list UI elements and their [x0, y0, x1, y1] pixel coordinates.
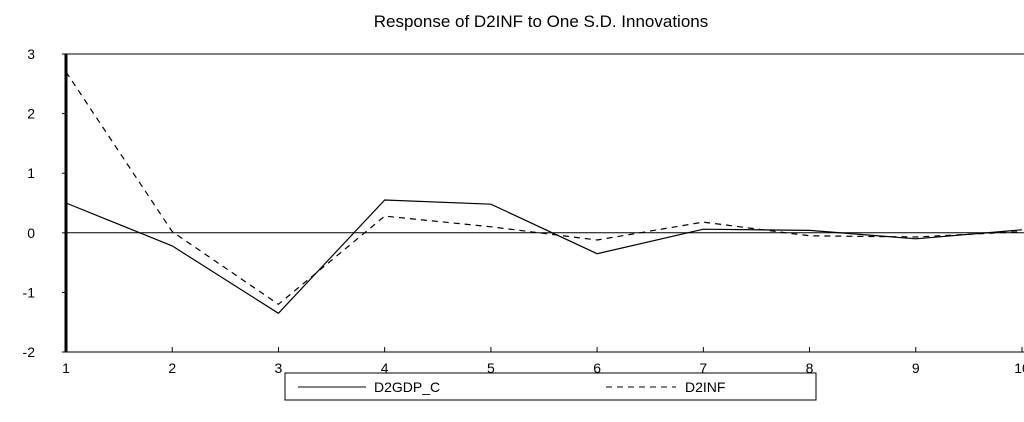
legend: D2GDP_C D2INF [284, 372, 817, 401]
x-tick-label: 10 [1014, 360, 1024, 376]
y-tick-label: 0 [27, 225, 35, 241]
legend-box [284, 372, 817, 401]
y-tick-label: -2 [23, 344, 36, 360]
x-tick-label: 6 [593, 360, 601, 376]
y-axis-ticks: 3 2 1 0 -1 -2 [23, 46, 66, 360]
legend-label-d2inf: D2INF [685, 379, 725, 395]
x-tick-label: 8 [806, 360, 814, 376]
x-tick-label: 7 [699, 360, 707, 376]
y-tick-label: 1 [27, 165, 35, 181]
chart-title: Response of D2INF to One S.D. Innovation… [374, 12, 709, 31]
y-tick-label: 2 [27, 106, 35, 122]
series-line-d2inf [65, 71, 1023, 306]
legend-label-d2gdp-c: D2GDP_C [374, 379, 440, 395]
x-tick-label: 5 [487, 360, 495, 376]
series-line-d2gdp-c [65, 199, 1023, 315]
series-lines [65, 71, 1023, 315]
x-tick-label: 9 [912, 360, 920, 376]
x-tick-label: 1 [62, 360, 70, 376]
x-tick-label: 3 [275, 360, 283, 376]
x-tick-label: 2 [168, 360, 176, 376]
y-tick-label: 3 [27, 46, 35, 62]
x-axis-ticks: 1 2 3 4 5 6 7 8 9 10 [62, 347, 1024, 376]
y-tick-label: -1 [23, 284, 36, 300]
x-tick-label: 4 [381, 360, 389, 376]
